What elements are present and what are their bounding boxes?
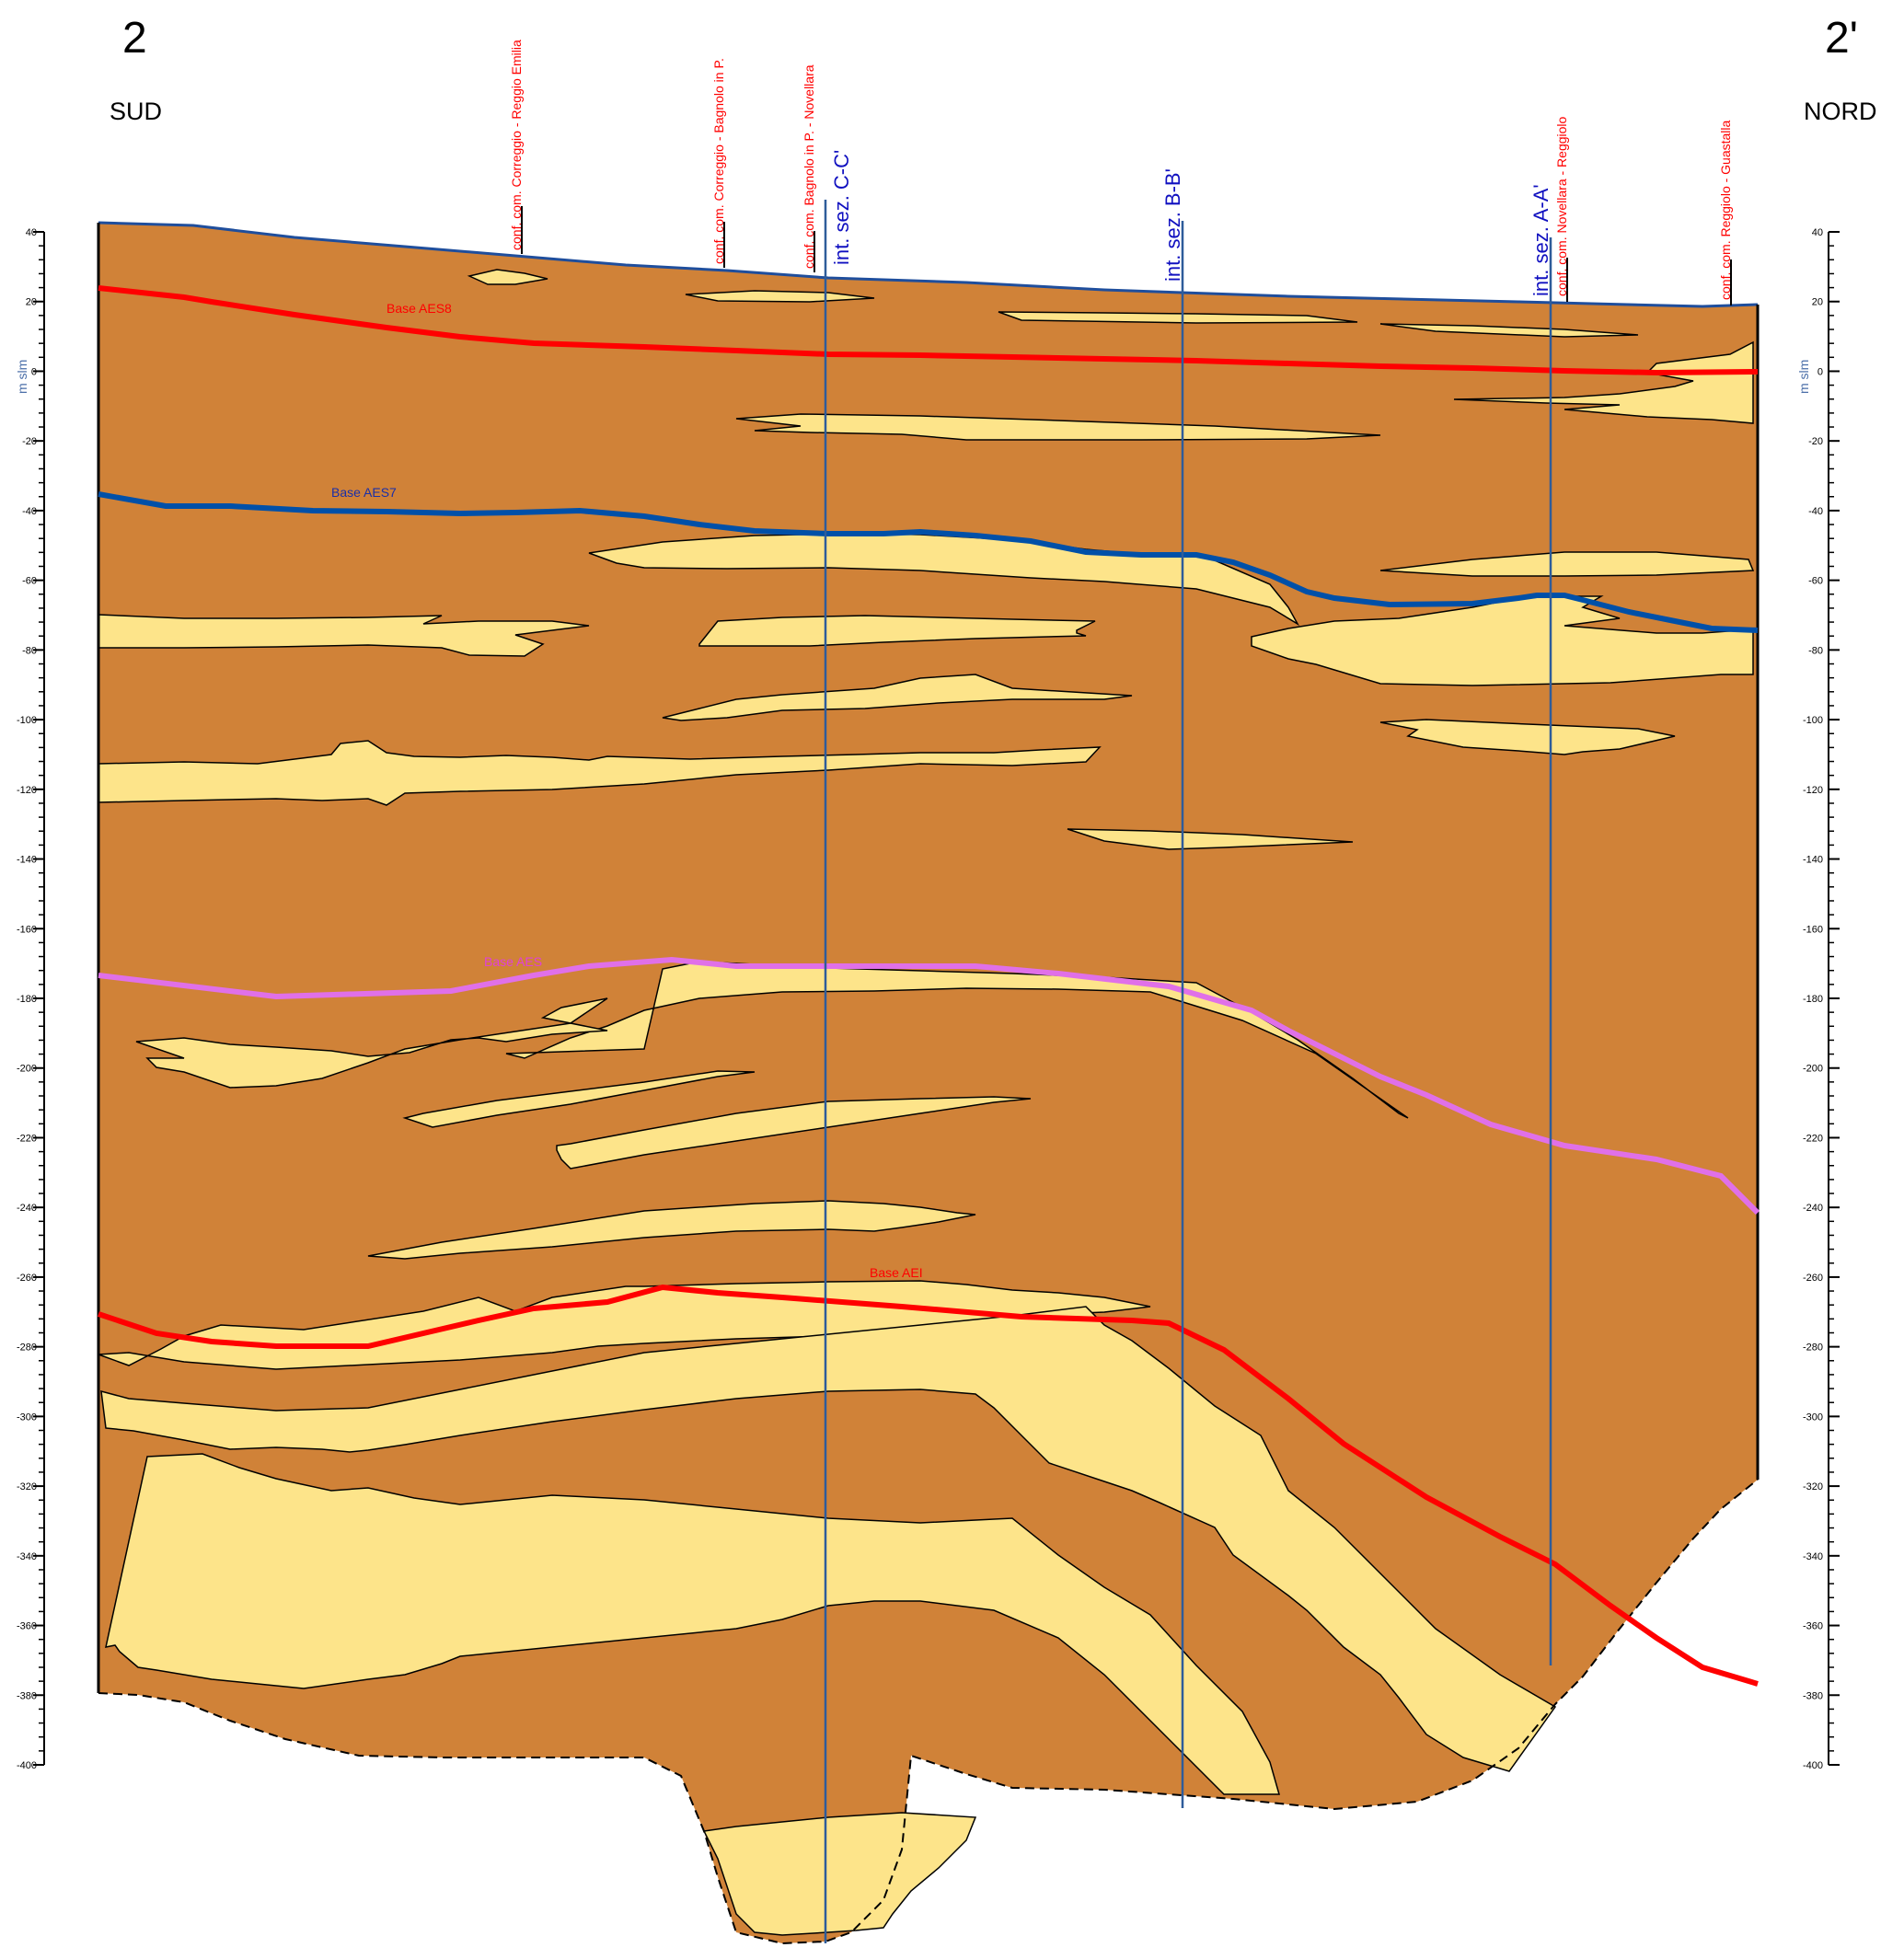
sand-lens — [556, 1096, 1032, 1170]
axis-tick-label: -40 — [1808, 506, 1823, 517]
sand-lens — [1453, 340, 1754, 424]
axis-tick-label: -200 — [17, 1064, 37, 1075]
horizon-base-aes — [98, 956, 1760, 1216]
sand-lens — [662, 674, 1133, 721]
sand-lens — [100, 1306, 1557, 1772]
sand-lens — [105, 1453, 1280, 1795]
section-start-label: 2 — [122, 14, 147, 63]
boundary-label-novellara-reggiolo: conf. com. Novellara - Reggiolo — [1554, 116, 1569, 296]
left-elevation-axis: 40 20 0 -20 -40 -60 -80 -100 -120 -140 -160 -180 -20… — [17, 227, 45, 1771]
sand-lens — [1067, 828, 1354, 850]
sand-lens — [735, 413, 1381, 441]
axis-tick-label: 0 — [31, 366, 37, 377]
axis-tick-label: -100 — [17, 715, 37, 726]
sand-lens — [998, 311, 1358, 324]
sand-lens — [135, 997, 608, 1089]
boundary-label-correggio-bagnolo: conf. com. Correggio - Bagnolo in P. — [711, 58, 726, 264]
axis-tick-label: -180 — [17, 994, 37, 1005]
horizon-label-aes8: Base AES8 — [387, 301, 452, 316]
axis-tick-label: -60 — [1808, 576, 1823, 587]
intersection-label-bb: int. sez. B-B' — [1161, 168, 1184, 282]
axis-tick-label: -200 — [1803, 1064, 1823, 1075]
sand-lens — [1251, 595, 1754, 686]
right-axis-unit: m slm — [1796, 360, 1811, 394]
axis-tick-label: -360 — [17, 1621, 37, 1632]
axis-tick-label: -300 — [17, 1412, 37, 1423]
axis-tick-label: -140 — [17, 855, 37, 866]
horizon-label-aes: Base AES — [484, 954, 542, 969]
boundary-label-reggiolo-guastalla: conf. com. Reggiolo - Guastalla — [1718, 120, 1733, 300]
axis-tick-label: -180 — [1803, 994, 1823, 1005]
sand-lens — [698, 615, 1096, 647]
sand-lens — [1379, 323, 1639, 338]
sand-lens — [1379, 551, 1755, 577]
axis-tick-label: -380 — [1803, 1690, 1823, 1701]
axis-tick-label: -340 — [1803, 1551, 1823, 1562]
sand-lens — [98, 740, 1102, 806]
horizon-base-aes8 — [98, 285, 1759, 376]
sand-lens — [702, 1812, 977, 1936]
boundary-ticks — [521, 206, 1732, 305]
axis-tick-label: 0 — [1817, 366, 1823, 377]
axis-tick-label: -60 — [22, 576, 37, 587]
axis-tick-label: -400 — [17, 1760, 37, 1771]
sand-lens — [98, 614, 590, 657]
horizon-label-aei: Base AEI — [870, 1265, 923, 1280]
boundary-label-correggio-reggio: conf. com. Correggio - Reggio Emilia — [509, 40, 524, 250]
axis-tick-label: 20 — [26, 297, 37, 308]
sand-lens — [367, 1200, 976, 1260]
axis-tick-label: -100 — [1803, 715, 1823, 726]
axis-tick-label: -240 — [1803, 1203, 1823, 1214]
axis-tick-label: -360 — [1803, 1621, 1823, 1632]
axis-tick-label: -220 — [1803, 1133, 1823, 1144]
axis-tick-label: -340 — [17, 1551, 37, 1562]
sand-lens — [685, 290, 875, 303]
axis-tick-label: -240 — [17, 1203, 37, 1214]
topographic-surface — [98, 221, 1759, 308]
intersection-label-aa: int. sez. A-A' — [1529, 184, 1552, 296]
sand-lens — [467, 269, 548, 285]
direction-south-label: SUD — [110, 98, 163, 125]
axis-tick-label: 20 — [1812, 297, 1823, 308]
axis-tick-label: -300 — [1803, 1412, 1823, 1423]
sand-lens — [1379, 719, 1676, 755]
axis-tick-label: -380 — [17, 1690, 37, 1701]
intersection-lines — [824, 200, 1552, 1943]
axis-tick-label: -80 — [1808, 645, 1823, 656]
section-base-dashed — [98, 1479, 1759, 1945]
horizon-label-aes7: Base AES7 — [331, 485, 397, 500]
horizon-base-aes7 — [98, 491, 1759, 633]
axis-tick-label: -140 — [1803, 855, 1823, 866]
direction-north-label: NORD — [1804, 98, 1877, 125]
axis-tick-label: -20 — [1808, 436, 1823, 447]
axis-tick-label: 40 — [26, 227, 37, 238]
axis-tick-label: -120 — [17, 785, 37, 796]
axis-tick-label: -20 — [22, 436, 37, 447]
axis-tick-label: -40 — [22, 506, 37, 517]
intersection-label-cc: int. sez. C-C' — [830, 150, 853, 265]
section-end-label: 2' — [1825, 14, 1858, 63]
axis-tick-label: -280 — [1803, 1342, 1823, 1354]
right-elevation-axis: 40 20 0 -20 -40 -60 -80 -100 -120 -140 -160 -180 -20… — [1803, 227, 1840, 1771]
boundary-label-bagnolo-novellara: conf. com. Bagnolo in P. - Novellara — [802, 64, 816, 269]
horizon-base-aei — [98, 1284, 1759, 1687]
axis-tick-label: -280 — [17, 1342, 37, 1354]
axis-tick-label: -320 — [1803, 1481, 1823, 1492]
axis-tick-label: -80 — [22, 645, 37, 656]
axis-tick-label: -260 — [17, 1273, 37, 1284]
axis-tick-label: -400 — [1803, 1760, 1823, 1771]
axis-tick-label: 40 — [1812, 227, 1823, 238]
axis-tick-label: -260 — [1803, 1273, 1823, 1284]
axis-tick-label: -160 — [1803, 924, 1823, 935]
sand-lens — [402, 1070, 756, 1128]
axis-tick-label: -220 — [17, 1133, 37, 1144]
left-axis-unit: m slm — [15, 360, 29, 394]
axis-tick-label: -120 — [1803, 785, 1823, 796]
axis-tick-label: -320 — [17, 1481, 37, 1492]
axis-tick-label: -160 — [17, 924, 37, 935]
